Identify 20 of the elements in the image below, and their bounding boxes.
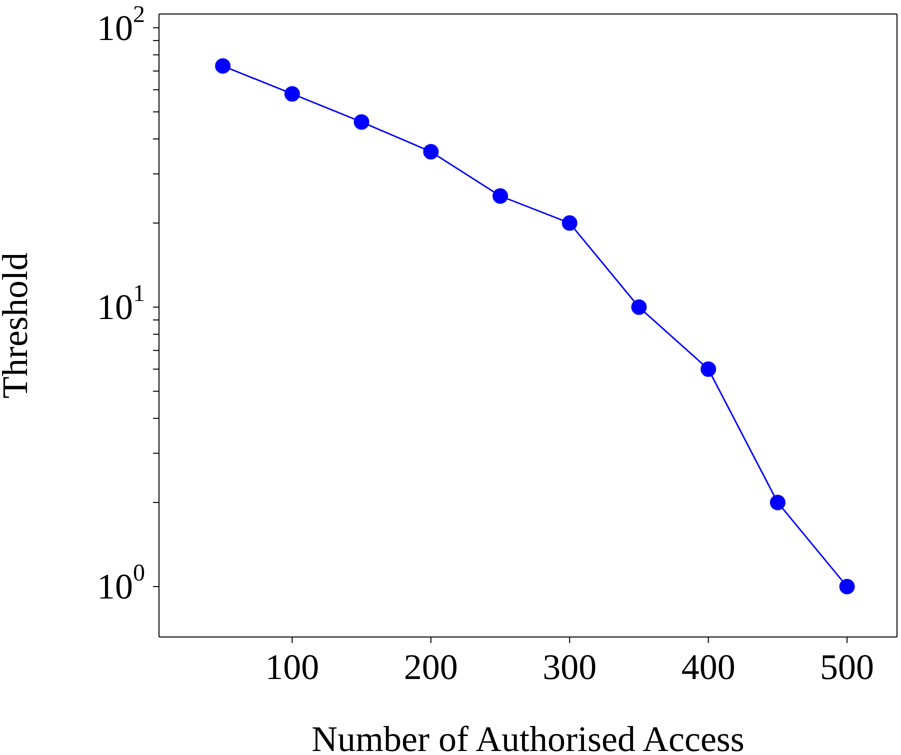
point (492, 188, 508, 204)
point (700, 361, 716, 377)
x-tick-label: 200 (404, 646, 458, 687)
y-axis-title: Threshold (0, 252, 35, 398)
point (284, 86, 300, 102)
point (562, 215, 578, 231)
x-tick-label: 500 (820, 646, 874, 687)
point (215, 58, 231, 74)
x-axis-title: Number of Authorised Access (312, 719, 744, 755)
y-tick-label: 10$^{1}$ (97, 281, 145, 328)
point (354, 114, 370, 130)
y-tick-label: 10$^{2}$ (97, 2, 145, 48)
point (423, 144, 439, 160)
point (770, 494, 786, 510)
x-tick-label: 300 (542, 646, 597, 687)
x-tick-label: 100 (265, 646, 320, 687)
y-tick-label: 10$^{0}$ (97, 560, 145, 607)
point (631, 299, 647, 315)
point (839, 578, 855, 594)
x-tick-label: 400 (681, 646, 736, 687)
